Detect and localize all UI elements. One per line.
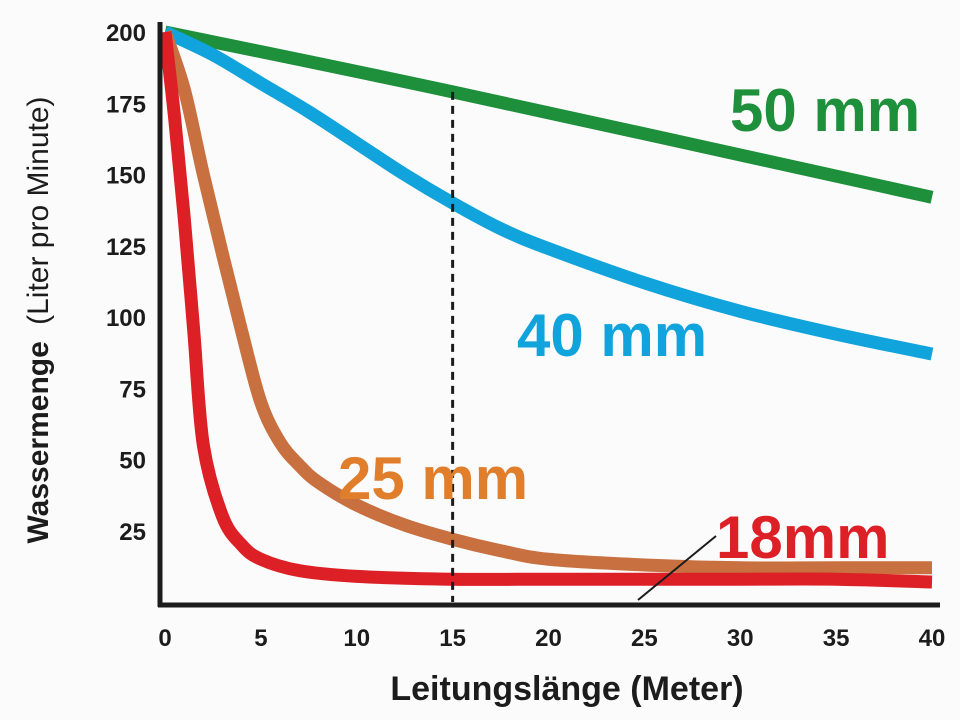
series-labels: 50 mm 40 mm 25 mm 18mm <box>338 77 920 571</box>
y-tick-label-125: 125 <box>106 234 146 261</box>
y-axis-title-main: Wassermenge <box>22 341 55 543</box>
series-line-50mm <box>163 25 934 204</box>
series-label-25mm: 25 mm <box>338 445 528 512</box>
x-tick-label-40: 40 <box>919 625 946 652</box>
tick-labels: 0 5 10 15 20 25 30 35 40 25 50 75 100 125 150 175 200 <box>106 20 945 652</box>
x-axis-title: Leitungslänge (Meter) <box>390 670 743 708</box>
y-tick-label-200: 200 <box>106 20 146 47</box>
series-line-25mm <box>158 29 932 575</box>
series-18mm-leader-line <box>637 535 717 601</box>
x-tick-label-30: 30 <box>727 625 754 652</box>
series-layer <box>158 25 934 589</box>
x-tick-label-10: 10 <box>343 625 370 652</box>
y-tick-label-175: 175 <box>106 91 146 118</box>
series-line-40mm <box>162 26 934 361</box>
x-tick-label-25: 25 <box>631 625 658 652</box>
y-axis-title: Wassermenge (Liter pro Minute) <box>22 96 55 543</box>
x-tick-label-15: 15 <box>439 625 466 652</box>
series-label-18mm: 18mm <box>716 504 889 571</box>
y-tick-label-75: 75 <box>119 376 146 403</box>
series-label-40mm: 40 mm <box>517 302 707 369</box>
x-tick-label-0: 0 <box>158 625 171 652</box>
x-tick-label-20: 20 <box>535 625 562 652</box>
y-tick-label-100: 100 <box>106 305 146 332</box>
y-tick-label-150: 150 <box>106 163 146 190</box>
y-tick-label-25: 25 <box>119 519 146 546</box>
x-tick-label-5: 5 <box>254 625 267 652</box>
y-tick-label-50: 50 <box>119 448 146 475</box>
series-label-50mm: 50 mm <box>730 77 920 144</box>
y-axis-title-unit: (Liter pro Minute) <box>22 96 55 324</box>
series-line-18mm <box>158 31 933 589</box>
x-tick-label-35: 35 <box>823 625 850 652</box>
